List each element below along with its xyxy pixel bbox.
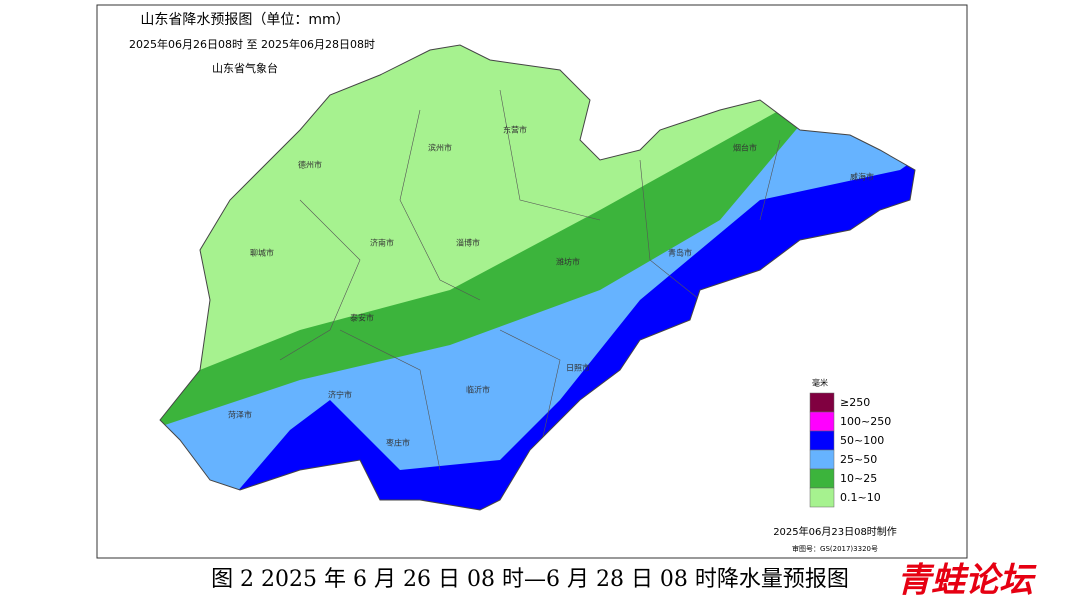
city-borders (279, 89, 781, 471)
city-label: 日照市 (566, 363, 590, 373)
city-label: 淄博市 (456, 238, 480, 248)
watermark: 青蛙论坛 (897, 561, 1037, 601)
caption: 图 2 2025 年 6 月 26 日 08 时—6 月 28 日 08 时降水… (211, 567, 849, 592)
legend-title: 毫米 (812, 378, 828, 388)
map-period: 2025年06月26日08时 至 2025年06月28日08时 (129, 37, 375, 51)
city-label: 东营市 (503, 125, 527, 135)
province-outline (159, 44, 916, 511)
legend-label: 10~25 (840, 472, 877, 485)
legend-label: 50~100 (840, 434, 884, 447)
legend-swatch (809, 468, 835, 489)
city-label: 潍坊市 (556, 257, 580, 267)
city-label: 菏泽市 (228, 410, 252, 420)
city-label: 济宁市 (328, 390, 352, 400)
legend-swatch (809, 449, 835, 470)
legend-swatch (809, 430, 835, 451)
map-title: 山东省降水预报图（单位：mm） (140, 12, 349, 28)
city-label: 德州市 (298, 160, 322, 170)
made-date: 2025年06月23日08时制作 (773, 525, 897, 538)
city-label: 威海市 (850, 172, 874, 182)
map-issuer: 山东省气象台 (212, 61, 278, 75)
legend-label: ≥250 (840, 396, 870, 409)
legend-swatch (809, 392, 835, 413)
city-label: 泰安市 (350, 313, 374, 323)
city-label: 临沂市 (466, 385, 490, 395)
legend-label: 0.1~10 (840, 491, 881, 504)
approval-number: 审图号：GS(2017)3320号 (792, 544, 878, 553)
legend: ≥250 100~250 50~100 25~50 10~25 0.1~10 (809, 392, 891, 508)
city-label: 济南市 (370, 238, 394, 248)
legend-label: 25~50 (840, 453, 877, 466)
city-label: 烟台市 (733, 143, 757, 153)
city-label: 青岛市 (668, 248, 692, 258)
city-label: 聊城市 (250, 248, 274, 258)
legend-label: 100~250 (840, 415, 891, 428)
city-label: 枣庄市 (386, 438, 410, 448)
city-label: 滨州市 (428, 143, 452, 153)
legend-swatch (809, 487, 835, 508)
legend-swatch (809, 411, 835, 432)
